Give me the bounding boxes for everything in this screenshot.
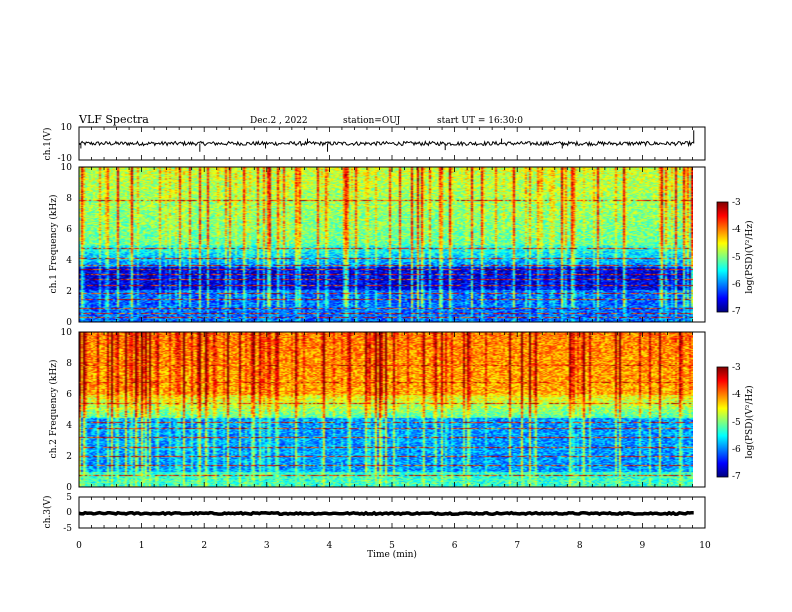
ch1-waveform-panel: 10 -10 ch.1(V): [42, 123, 706, 164]
ch3-waveform-panel: 5 0 -5 ch.3(V): [42, 493, 706, 534]
xtick-9: 9: [640, 541, 646, 551]
ch1-cbar-tick-5: -5: [732, 253, 741, 263]
x-axis: 0 1 2 3 4 5 6 7 8 9 10 Time (min): [76, 541, 711, 560]
xtick-7: 7: [514, 541, 520, 551]
xtick-0: 0: [76, 541, 82, 551]
ch1-cbar-tick-7: -7: [732, 307, 741, 317]
ch1-freq-tick-4: 4: [66, 256, 72, 266]
ch1-waveform-trace: [78, 139, 694, 148]
ch1-spectrogram-panel: 0 2 4 6 8 10 ch.1 Frequency (kHz) -3 -4 …: [48, 163, 755, 328]
xtick-3: 3: [264, 541, 270, 551]
ch1-spectrogram-ylabel: ch.1 Frequency (kHz): [48, 195, 59, 294]
ch2-spectrogram-yticklabels: 0 2 4 6 8 10: [61, 328, 73, 493]
ch2-cbar-tick-7: -7: [732, 472, 741, 482]
ch1-colorbar-ticks: -3 -4 -5 -6 -7: [732, 198, 741, 317]
ch1-waveform-ylabel: ch.1(V): [42, 128, 53, 161]
ch1-cbar-tick-3: -3: [732, 198, 741, 208]
ch3-waveform-ticks: [78, 497, 706, 528]
ch2-cbar-tick-5: -5: [732, 418, 741, 428]
ch2-freq-tick-2: 2: [66, 452, 72, 462]
ch2-freq-tick-8: 8: [66, 359, 72, 369]
ch1-ytick-top: 10: [61, 123, 73, 133]
ch1-spectrogram-image: [79, 167, 693, 322]
ch2-colorbar: [716, 366, 729, 478]
ch1-waveform-ticks: [78, 127, 706, 160]
ch2-freq-tick-10: 10: [61, 328, 73, 338]
ch2-colorbar-ticks: -3 -4 -5 -6 -7: [732, 363, 741, 482]
ch2-freq-tick-0: 0: [66, 483, 72, 493]
ch2-spectrogram-panel: 0 2 4 6 8 10 ch.2 Frequency (kHz) -3 -4 …: [48, 328, 755, 493]
ch3-ytick-minus5: -5: [63, 524, 72, 534]
ch1-cbar-tick-6: -6: [732, 280, 741, 290]
ch3-ytick-0: 0: [66, 508, 72, 518]
ch1-cbar-tick-4: -4: [732, 225, 741, 235]
ch2-spectrogram-ylabel: ch.2 Frequency (kHz): [48, 360, 59, 459]
ch2-freq-tick-4: 4: [66, 421, 72, 431]
ch3-waveform-ylabel: ch.3(V): [42, 496, 53, 529]
xtick-10: 10: [699, 541, 711, 551]
xtick-8: 8: [577, 541, 583, 551]
ch2-cbar-tick-6: -6: [732, 445, 741, 455]
ch1-freq-tick-8: 8: [66, 194, 72, 204]
ch1-colorbar-label: log(PSD)(V²/Hz): [744, 220, 755, 293]
ch3-ytick-5: 5: [66, 493, 72, 503]
ch1-spectrogram-ticks: [78, 167, 706, 322]
ch1-freq-tick-2: 2: [66, 287, 72, 297]
xtick-1: 1: [139, 541, 145, 551]
ch1-ytick-bottom: -10: [58, 154, 73, 164]
ch1-waveform-spikes: [80, 130, 695, 152]
ch1-freq-tick-6: 6: [66, 225, 72, 235]
ch2-cbar-tick-3: -3: [732, 363, 741, 373]
ch1-colorbar: [716, 201, 729, 313]
xtick-6: 6: [452, 541, 458, 551]
ch2-spectrogram-ticks: [78, 332, 706, 487]
ch2-freq-tick-6: 6: [66, 390, 72, 400]
xtick-4: 4: [327, 541, 333, 551]
xtick-5: 5: [389, 541, 395, 551]
ch1-freq-tick-0: 0: [66, 318, 72, 328]
ch1-spectrogram-yticklabels: 0 2 4 6 8 10: [61, 163, 73, 328]
station-label: station=OUJ: [343, 116, 401, 126]
xtick-2: 2: [201, 541, 207, 551]
ch3-waveform-trace: [78, 510, 694, 517]
date-label: Dec.2 , 2022: [250, 116, 308, 126]
start-time-label: start UT = 16:30:0: [437, 116, 523, 126]
ch2-colorbar-label: log(PSD)(V²/Hz): [744, 385, 755, 458]
x-axis-label: Time (min): [367, 549, 417, 560]
figure-title: VLF Spectra: [78, 113, 149, 126]
ch2-cbar-tick-4: -4: [732, 390, 741, 400]
ch1-freq-tick-10: 10: [61, 163, 73, 173]
ch2-spectrogram-image: [79, 332, 693, 487]
